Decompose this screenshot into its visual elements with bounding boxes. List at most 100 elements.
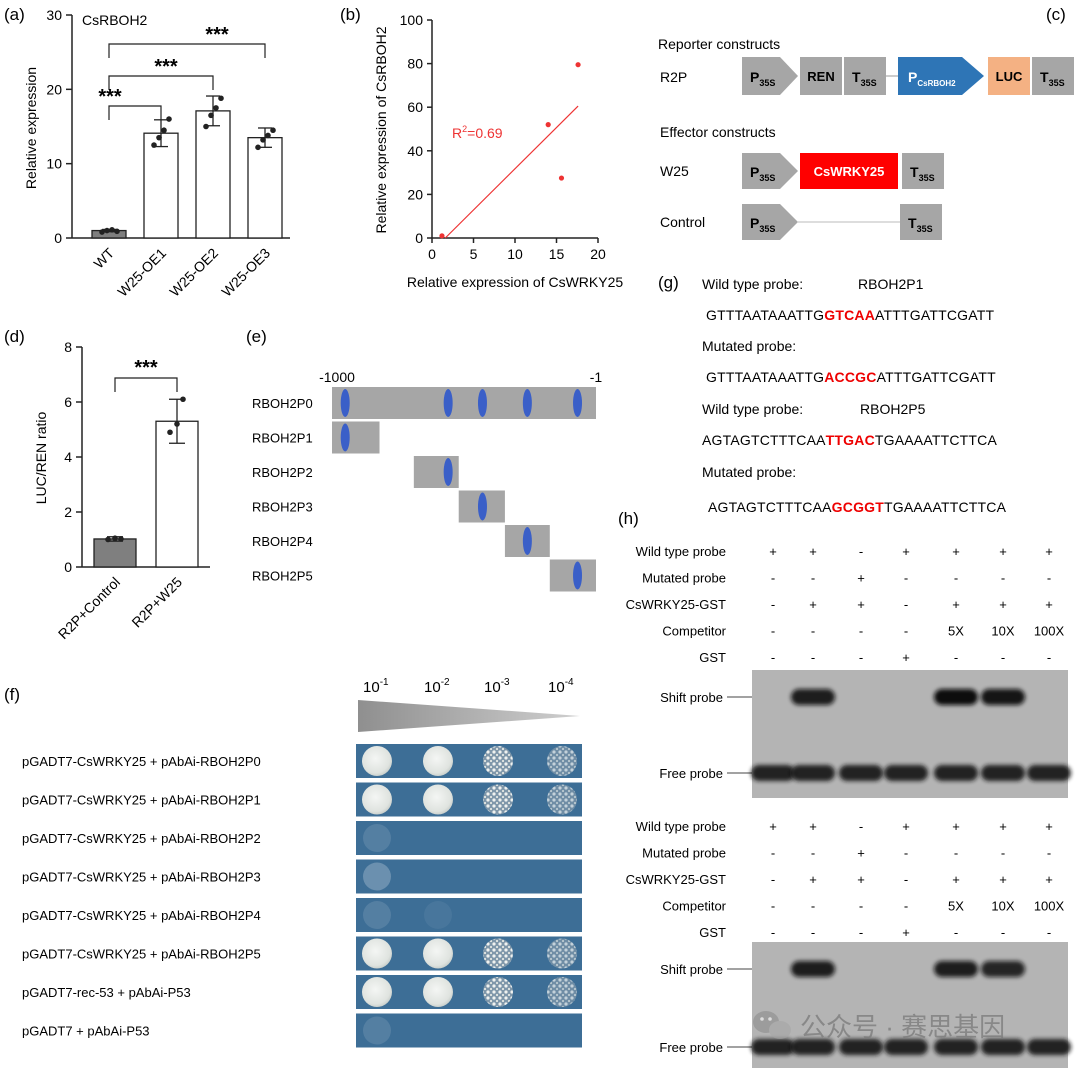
h-condition-cell: - bbox=[1047, 925, 1051, 940]
h-condition-cell: - bbox=[859, 899, 863, 914]
h-condition-cell: + bbox=[809, 544, 817, 559]
r2p-label: R2P bbox=[660, 69, 687, 85]
w25-label: W25 bbox=[660, 163, 689, 179]
dilution-label: 10-4 bbox=[548, 677, 574, 696]
panel-b-r2: R2=0.69 bbox=[452, 124, 503, 141]
panel-a-sig-stars: *** bbox=[98, 86, 122, 108]
h-condition-cell: - bbox=[1001, 925, 1005, 940]
h-condition-cell: + bbox=[952, 872, 960, 887]
h-condition-cell: - bbox=[811, 925, 815, 940]
r2p-t35s-text-1: T35S bbox=[852, 69, 877, 88]
panel-a-point bbox=[156, 134, 162, 141]
panel-a-point bbox=[166, 116, 172, 122]
e-binding-site bbox=[443, 458, 453, 486]
w25-wrky-text: CsWRKY25 bbox=[814, 164, 885, 179]
control-label: Control bbox=[660, 214, 705, 230]
panel-d-point bbox=[112, 535, 118, 541]
f-yeast-spot bbox=[423, 746, 453, 776]
panel-a-xtick-label: WT bbox=[90, 244, 117, 271]
h-shift-band bbox=[934, 961, 978, 977]
h-condition-cell: + bbox=[999, 544, 1007, 559]
h-free-band bbox=[839, 765, 883, 781]
dilution-base: 10 bbox=[484, 679, 501, 696]
panel-d-sig-stars: *** bbox=[134, 357, 158, 379]
h-condition-label: CsWRKY25-GST bbox=[626, 597, 726, 612]
effector-title: Effector constructs bbox=[660, 124, 776, 140]
h-free-band bbox=[791, 765, 835, 781]
g-mut5-core: GCGGT bbox=[832, 499, 885, 515]
f-yeast-spot bbox=[362, 746, 392, 776]
f-row-label: pGADT7-CsWRKY25 + pAbAi-RBOH2P5 bbox=[22, 947, 261, 962]
panel-a-point bbox=[270, 127, 276, 134]
r2p-t35s-1-sub: 35S bbox=[861, 78, 877, 88]
watermark-text: 公众号 · 赛思基因 bbox=[800, 1012, 1005, 1042]
h-condition-cell: + bbox=[809, 597, 817, 612]
panel-b-xlabel: Relative expression of CsWRKY25 bbox=[407, 274, 624, 290]
h-condition-cell: - bbox=[771, 571, 775, 586]
h-shift-band bbox=[981, 689, 1025, 705]
h-condition-label: Competitor bbox=[662, 899, 726, 914]
g-wt5-core: TTGAC bbox=[826, 432, 875, 448]
f-yeast-spot bbox=[423, 977, 453, 1007]
dilution-exponent: -1 bbox=[380, 677, 389, 688]
panel-b: (b) Relative expression of CsRBOH2 Relat… bbox=[340, 5, 623, 290]
h-condition-cell: + bbox=[902, 819, 910, 834]
panel-a-label: (a) bbox=[4, 5, 25, 24]
panel-b-xtick-label: 20 bbox=[590, 246, 606, 262]
panel-a-point bbox=[255, 144, 261, 151]
h-condition-cell: - bbox=[954, 650, 958, 665]
panel-b-ylabel: Relative expression of CsRBOH2 bbox=[373, 26, 389, 233]
h-condition-cell: - bbox=[859, 624, 863, 639]
r2p-t35s-text-2: T35S bbox=[1040, 69, 1065, 88]
f-yeast-spot bbox=[483, 938, 513, 969]
control-t35s-sub: 35S bbox=[917, 224, 933, 234]
g-mut5-pre: AGTAGTCTTTCAA bbox=[708, 499, 832, 515]
panel-d-point bbox=[105, 536, 111, 543]
panel-a-bar bbox=[143, 132, 179, 239]
h-free-band bbox=[791, 1039, 835, 1055]
f-yeast-spot bbox=[547, 977, 577, 1007]
panel-b-xtick-label: 10 bbox=[507, 246, 523, 262]
control-p35s-text: P35S bbox=[750, 215, 775, 234]
w25-p35s-text: P35S bbox=[750, 164, 775, 183]
panel-a-ytick-label: 30 bbox=[46, 7, 62, 23]
e-row-label: RBOH2P5 bbox=[252, 569, 313, 584]
e-binding-site bbox=[573, 389, 583, 417]
panel-a-xtick-label: W25-OE3 bbox=[218, 245, 273, 300]
panel-a-point bbox=[213, 105, 219, 111]
e-binding-site bbox=[522, 389, 532, 417]
h-condition-cell: - bbox=[904, 846, 908, 861]
h-condition-cell: - bbox=[904, 624, 908, 639]
h-free-band bbox=[884, 1039, 928, 1055]
h-condition-label: Competitor bbox=[662, 624, 726, 639]
w25-wrky-box bbox=[800, 153, 898, 189]
h-condition-cell: - bbox=[954, 925, 958, 940]
h-condition-cell: - bbox=[771, 872, 775, 887]
panel-a-point bbox=[260, 137, 266, 143]
h-shift-band bbox=[791, 961, 835, 977]
panel-e-left-tick: -1000 bbox=[319, 369, 355, 385]
panel-b-ytick-label: 40 bbox=[407, 143, 423, 159]
e-fragment-bar bbox=[332, 421, 380, 454]
e-row-label: RBOH2P3 bbox=[252, 500, 313, 515]
h-condition-cell: - bbox=[904, 872, 908, 887]
h-free-band bbox=[981, 765, 1025, 781]
h-condition-cell: - bbox=[771, 624, 775, 639]
panel-d-ylabel: LUC/REN ratio bbox=[33, 412, 49, 505]
g-wt5-seq: AGTAGTCTTTCAATTGACTGAAAATTCTTCA bbox=[702, 432, 997, 448]
panel-a-point bbox=[265, 132, 271, 139]
panel-b-fit-line bbox=[444, 105, 579, 239]
h-condition-cell: + bbox=[1045, 872, 1053, 887]
panel-a-xtick-label: W25-OE2 bbox=[166, 245, 221, 300]
h-condition-cell: + bbox=[999, 819, 1007, 834]
f-row-label: pGADT7-CsWRKY25 + pAbAi-RBOH2P2 bbox=[22, 831, 261, 846]
panel-b-ytick-label: 80 bbox=[407, 56, 423, 72]
f-plate-strip bbox=[356, 859, 582, 894]
h-free-label: Free probe bbox=[659, 766, 723, 781]
w25-t35s-sub: 35S bbox=[919, 173, 935, 183]
h-condition-label: GST bbox=[699, 925, 726, 940]
h-condition-cell: - bbox=[771, 650, 775, 665]
g-wt5-post: TGAAAATTCTTCA bbox=[875, 432, 998, 448]
e-binding-site bbox=[340, 389, 350, 417]
f-yeast-spot bbox=[423, 938, 453, 969]
